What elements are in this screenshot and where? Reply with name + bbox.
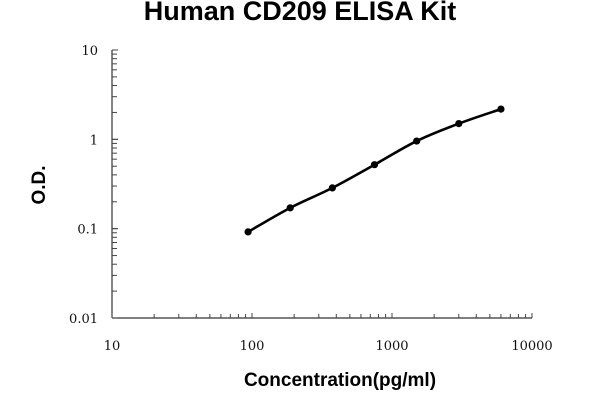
data-point <box>370 161 379 169</box>
data-point <box>497 105 505 113</box>
x-tick-label: 10 <box>104 339 121 354</box>
y-tick-label: 0.1 <box>77 223 98 238</box>
data-point <box>328 184 336 192</box>
chart-title: Human CD209 ELISA Kit <box>143 0 457 26</box>
standard-curve-line <box>247 107 502 234</box>
x-tick-label: 1000 <box>375 339 408 354</box>
y-tick-label: 10 <box>81 44 98 59</box>
y-tick-label: 1 <box>90 133 98 148</box>
data-point <box>413 137 421 145</box>
data-point <box>244 228 252 236</box>
x-axis-label: Concentration(pg/ml) <box>243 370 437 391</box>
data-point <box>286 204 294 212</box>
data-point <box>455 120 463 128</box>
x-tick-label: 100 <box>240 339 265 354</box>
x-tick-label: 10000 <box>511 339 552 354</box>
y-tick-label: 0.01 <box>69 312 98 327</box>
